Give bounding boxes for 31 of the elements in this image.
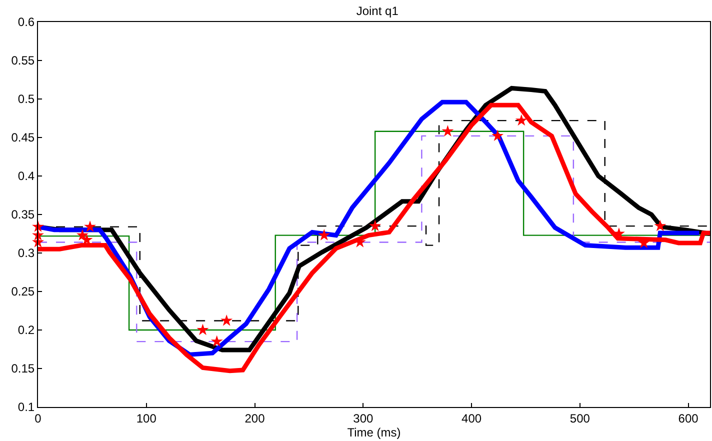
point <box>84 220 96 232</box>
y-tick-label: 0.2 <box>18 323 35 338</box>
y-tick-label: 0.1 <box>18 400 35 414</box>
point <box>515 114 528 126</box>
point <box>492 130 504 142</box>
y-tick-label: 0.35 <box>11 208 35 222</box>
point <box>210 335 223 347</box>
y-tick-label: 0.4 <box>18 169 35 184</box>
point <box>638 236 650 248</box>
point <box>196 324 209 336</box>
y-tick-label: 0.25 <box>11 284 35 299</box>
x-tick-label: 0 <box>34 411 42 426</box>
y-tick-label: 0.5 <box>18 92 35 106</box>
x-axis-title: Time (ms) <box>347 425 401 440</box>
x-tick-label: 400 <box>462 411 482 426</box>
point <box>220 314 233 326</box>
point <box>442 125 454 136</box>
x-tick-label: 300 <box>353 411 374 426</box>
point <box>654 220 666 232</box>
point <box>318 228 330 240</box>
y-tick-label: 0.55 <box>11 54 35 68</box>
y-tick-label: 0.6 <box>18 15 35 30</box>
y-tick-label: 0.3 <box>18 246 35 260</box>
x-tick-label: 600 <box>678 411 699 426</box>
x-tick-label: 100 <box>136 411 157 426</box>
x-tick-label: 500 <box>570 411 590 426</box>
x-tick-label: 200 <box>244 411 266 426</box>
chart-title: Joint q1 <box>356 4 399 18</box>
y-tick-label: 0.45 <box>11 130 35 145</box>
y-tick-label: 0.15 <box>11 362 35 376</box>
point <box>369 220 382 232</box>
